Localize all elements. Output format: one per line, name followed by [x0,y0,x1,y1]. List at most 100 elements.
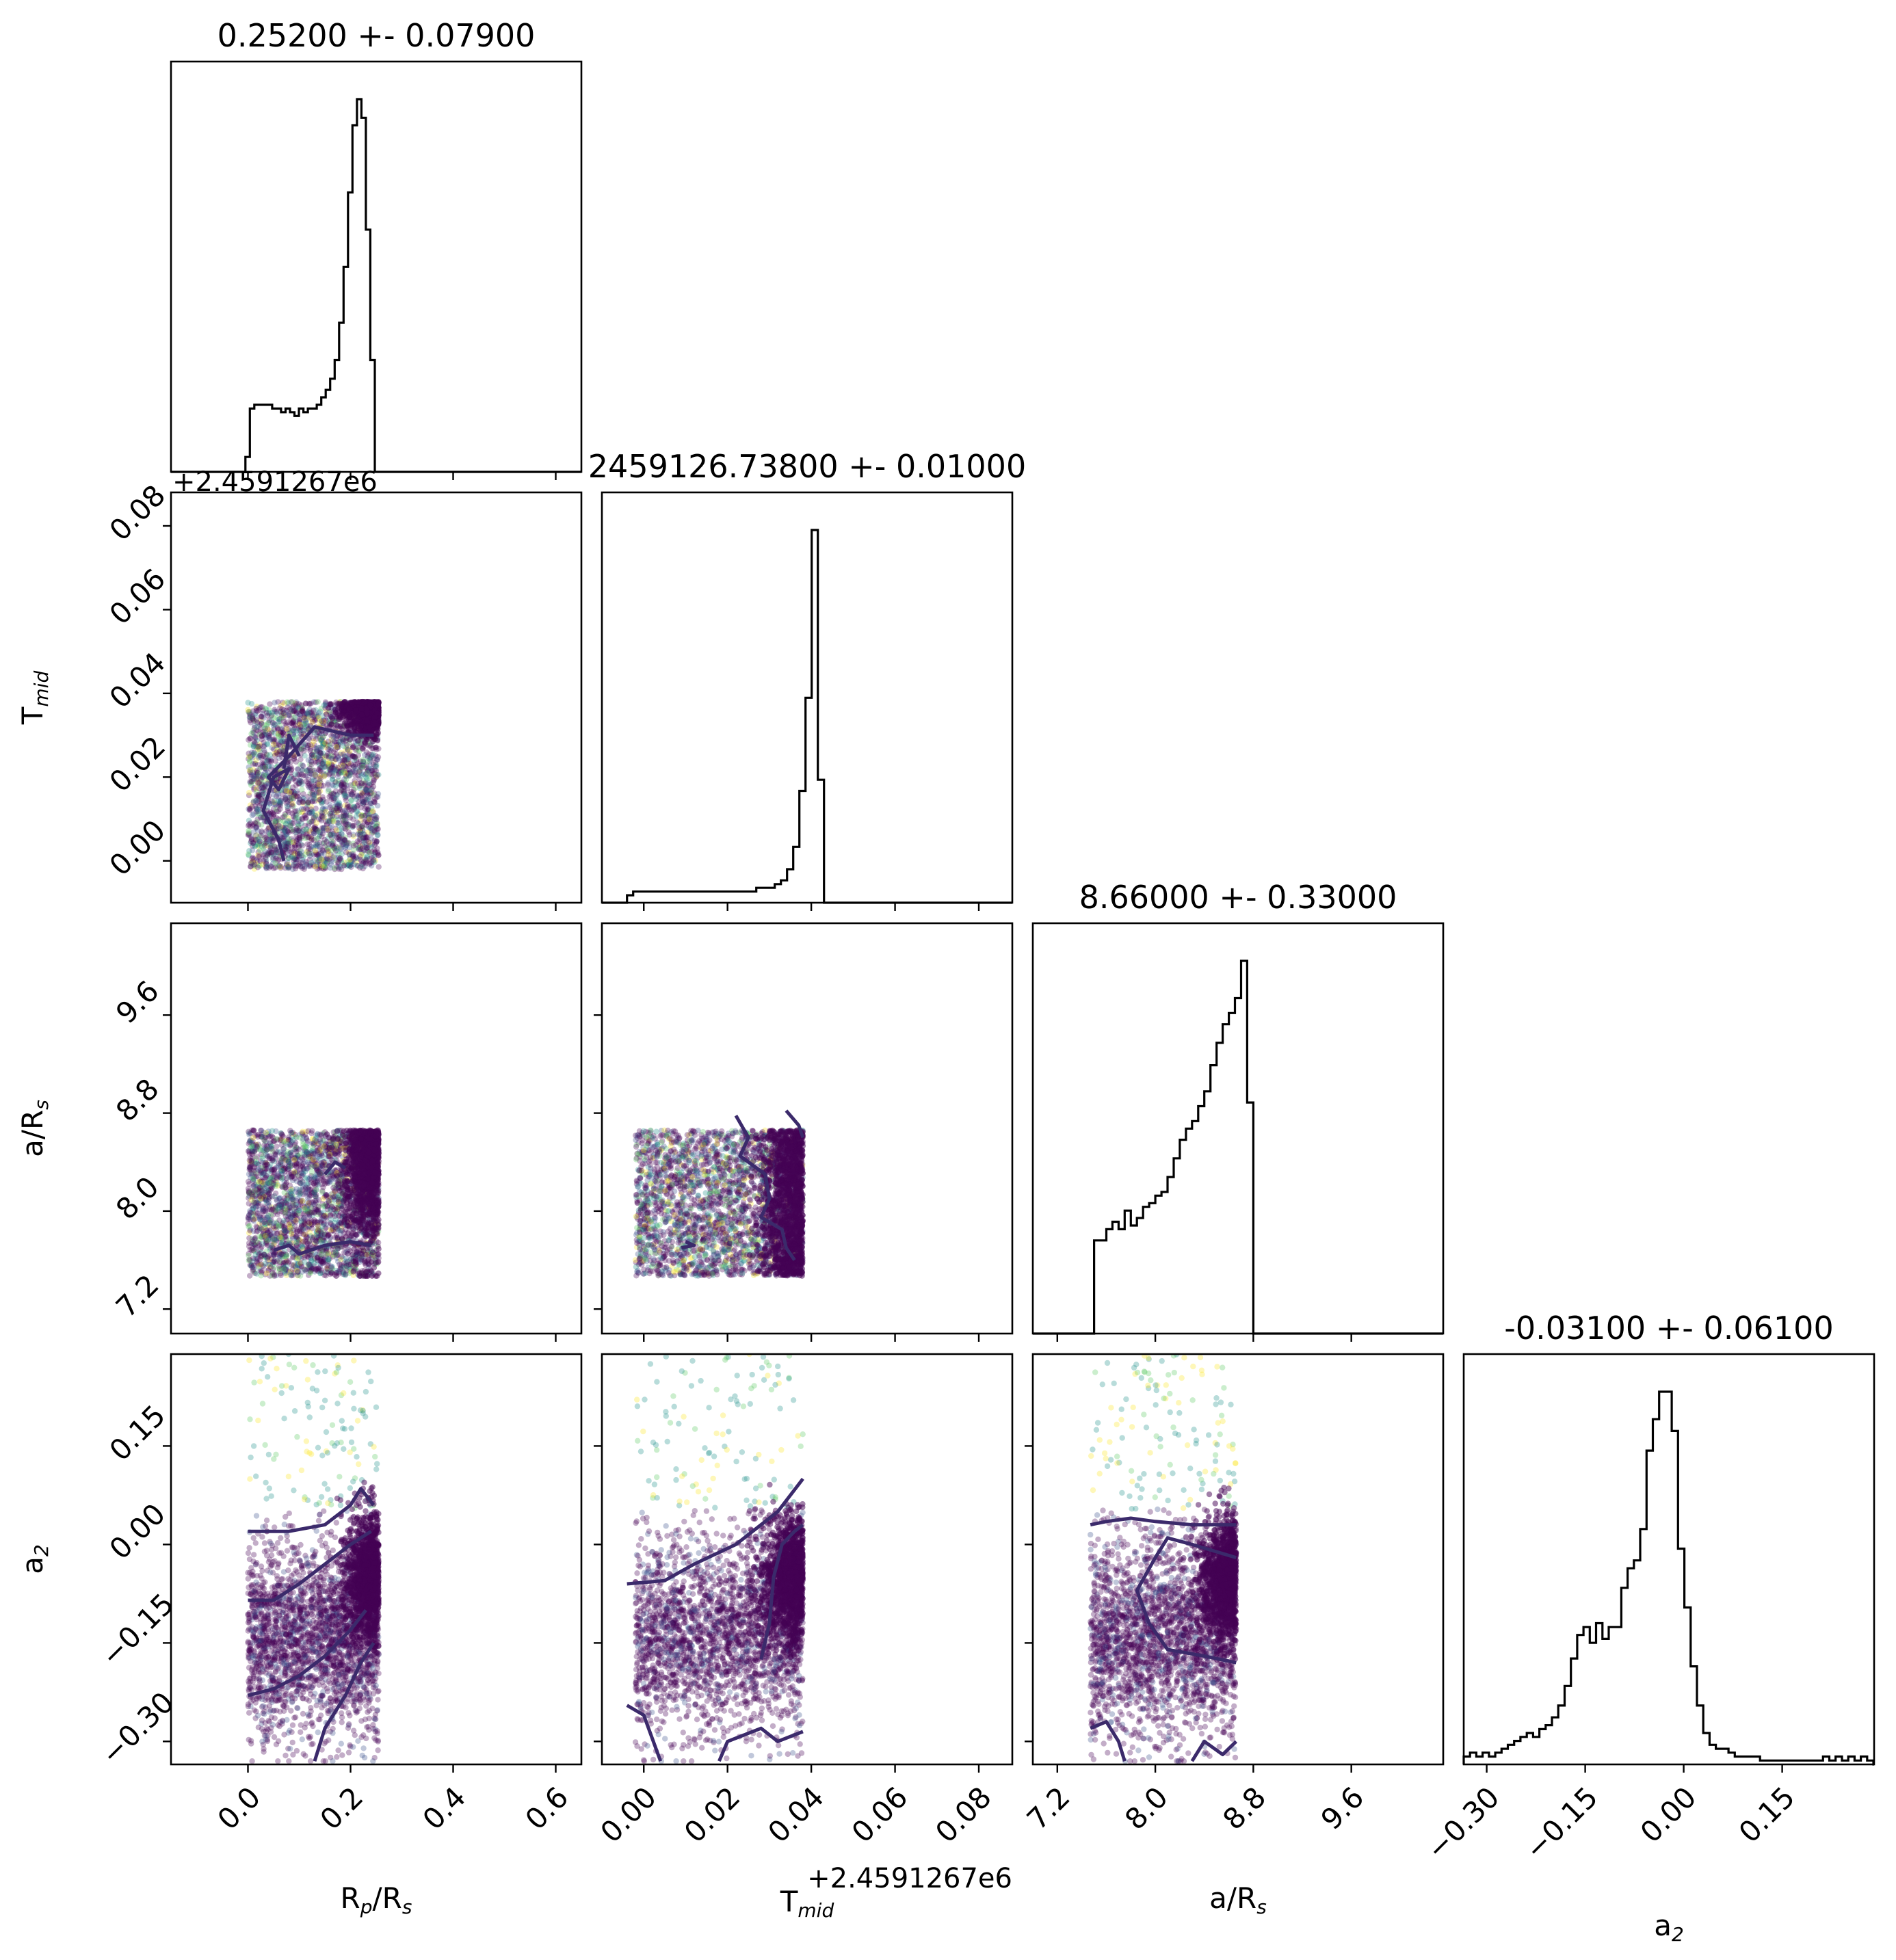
scatter-point [289,801,295,808]
scatter-point [249,750,255,756]
scatter-point [316,856,323,862]
scatter-point [256,853,262,859]
scatter-point [287,795,293,801]
scatter-point [296,730,303,737]
scatter-point [317,732,323,739]
scatter-point [324,821,330,827]
scatter-point [324,717,330,724]
scatter-point [319,814,326,820]
scatter-point [293,788,300,794]
scatter-point [344,805,350,811]
scatter-point [277,806,283,812]
scatter-point [255,821,261,828]
scatter-point [317,778,323,784]
scatter-point [329,806,335,812]
scatter-point [289,866,296,873]
scatter-point [317,844,323,850]
scatter-point [338,782,345,788]
scatter-point [254,770,260,776]
scatter-point [298,706,304,713]
scatter-point [371,755,377,762]
scatter-point [345,771,351,777]
scatter-point [368,808,374,815]
scatter-point [254,780,261,786]
scatter-point [328,748,334,754]
scatter-point [254,769,260,776]
scatter-point [371,776,377,782]
scatter-point [335,764,341,771]
scatter-point [361,812,367,819]
scatter-point [279,834,285,841]
scatter-point [339,860,345,866]
scatter-point [341,813,347,820]
scatter-point [364,854,370,860]
scatter-point [263,856,269,863]
scatter-point [318,852,324,859]
scatter-point [336,805,343,812]
scatter-point [373,823,380,830]
scatter-point [308,741,315,748]
scatter-point [319,799,325,806]
scatter-point [332,764,339,770]
scatter-point [375,791,382,797]
scatter-point [293,710,300,716]
scatter-point [265,830,272,836]
scatter-point [256,705,263,711]
scatter-point [312,847,319,854]
scatter-point [362,863,368,870]
scatter-point [306,797,313,804]
scatter-point [329,828,335,834]
scatter-point [356,794,362,801]
scatter-point [374,845,380,851]
scatter-point [341,862,347,869]
scatter-point [315,827,321,834]
scatter-point [334,714,340,720]
scatter-point [254,775,260,781]
scatter-point [334,721,340,728]
scatter-point [326,760,332,766]
scatter-point [247,717,253,724]
scatter-point [333,843,339,849]
scatter-point [318,737,324,743]
scatter-point [341,792,347,799]
scatter-point [319,860,326,866]
scatter-point [343,776,350,782]
scatter-point [279,706,285,713]
scatter-point [333,827,340,834]
scatter-point [367,814,373,821]
scatter-point [323,818,329,825]
scatter-point [367,702,373,708]
scatter-point [291,862,297,869]
scatter-point [290,849,296,856]
scatter-point [298,860,304,866]
scatter-point [257,764,264,771]
scatter-point [338,750,344,756]
scatter-point [267,845,274,851]
scatter-point [283,845,289,851]
scatter-point [255,780,261,786]
scatter-point [317,768,324,774]
scatter-point [358,773,365,779]
scatter-point [309,808,316,815]
scatter-point [334,813,340,820]
scatter-point [337,738,343,745]
scatter-point [366,843,372,849]
scatter-point [289,708,295,714]
scatter-point [300,791,306,797]
scatter-point [266,717,272,724]
scatter-point [248,715,254,721]
scatter-point [358,780,365,786]
scatter-point [296,853,302,860]
scatter-point [273,806,280,812]
scatter-point [365,806,371,812]
scatter-point [352,757,358,763]
scatter-point [341,808,348,814]
scatter-point [314,1144,320,1151]
scatter-point [322,771,328,778]
scatter-point [285,846,291,852]
scatter-point [290,718,297,724]
scatter-point [280,730,287,736]
scatter-point [330,749,337,756]
scatter-point [266,734,273,741]
scatter-point [319,858,326,864]
